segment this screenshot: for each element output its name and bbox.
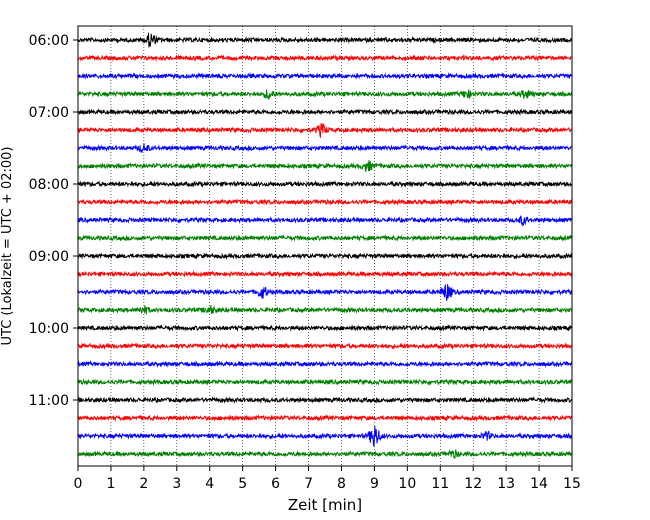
x-axis-label: Zeit [min] [288, 496, 362, 514]
x-tick-label-7: 7 [304, 476, 313, 492]
x-tick-label-3: 3 [172, 476, 181, 492]
trace-1145 [77, 449, 573, 459]
trace-1000 [77, 324, 573, 332]
x-tick-label-4: 4 [205, 476, 214, 492]
y-tick-label-0800: 08:00 [29, 177, 69, 193]
plot-frame [77, 25, 573, 467]
trace-0915 [77, 269, 573, 278]
trace-0815 [77, 198, 573, 206]
trace-0930 [77, 283, 573, 301]
y-tick-label-0600: 06:00 [29, 33, 69, 49]
trace-1015 [77, 342, 573, 351]
x-tick-label-12: 12 [464, 476, 482, 492]
trace-1130 [77, 426, 573, 447]
trace-0615 [77, 54, 573, 62]
y-axis-ticks: 06:00 07:00 08:00 09:00 10:00 11:00 [29, 33, 78, 409]
trace-0845 [77, 234, 573, 242]
x-tick-label-11: 11 [431, 476, 449, 492]
y-tick-label-0700: 07:00 [29, 105, 69, 121]
x-tick-label-1: 1 [106, 476, 115, 492]
trace-0715 [77, 123, 573, 139]
trace-0630 [77, 72, 573, 81]
y-axis-label: UTC (Lokalzeit = UTC + 02:00) [0, 147, 15, 346]
x-tick-label-13: 13 [497, 476, 515, 492]
trace-0745 [77, 160, 573, 173]
trace-0900 [77, 252, 573, 261]
y-tick-label-1000: 10:00 [29, 321, 69, 337]
x-tick-label-14: 14 [530, 476, 548, 492]
x-axis-ticks: 0 1 2 3 4 5 6 7 8 9 10 11 12 13 14 15 [74, 466, 581, 492]
x-tick-label-2: 2 [139, 476, 148, 492]
trace-0800 [77, 179, 573, 188]
x-tick-label-6: 6 [271, 476, 280, 492]
trace-0830 [77, 215, 573, 227]
y-tick-label-0900: 09:00 [29, 249, 69, 265]
trace-group [77, 32, 573, 459]
trace-0600 [77, 32, 573, 48]
trace-1115 [77, 414, 573, 423]
trace-1100 [77, 395, 573, 404]
trace-1045 [77, 378, 573, 386]
x-tick-label-8: 8 [337, 476, 346, 492]
x-tick-label-15: 15 [563, 476, 581, 492]
x-tick-label-0: 0 [74, 476, 83, 492]
trace-0945 [77, 305, 573, 315]
x-tick-label-10: 10 [398, 476, 416, 492]
x-tick-label-5: 5 [238, 476, 247, 492]
trace-0700 [77, 108, 573, 116]
trace-0730 [77, 143, 573, 153]
x-tick-label-9: 9 [370, 476, 379, 492]
y-tick-label-1100: 11:00 [29, 393, 69, 409]
trace-1030 [77, 359, 573, 368]
trace-0645 [77, 89, 573, 100]
